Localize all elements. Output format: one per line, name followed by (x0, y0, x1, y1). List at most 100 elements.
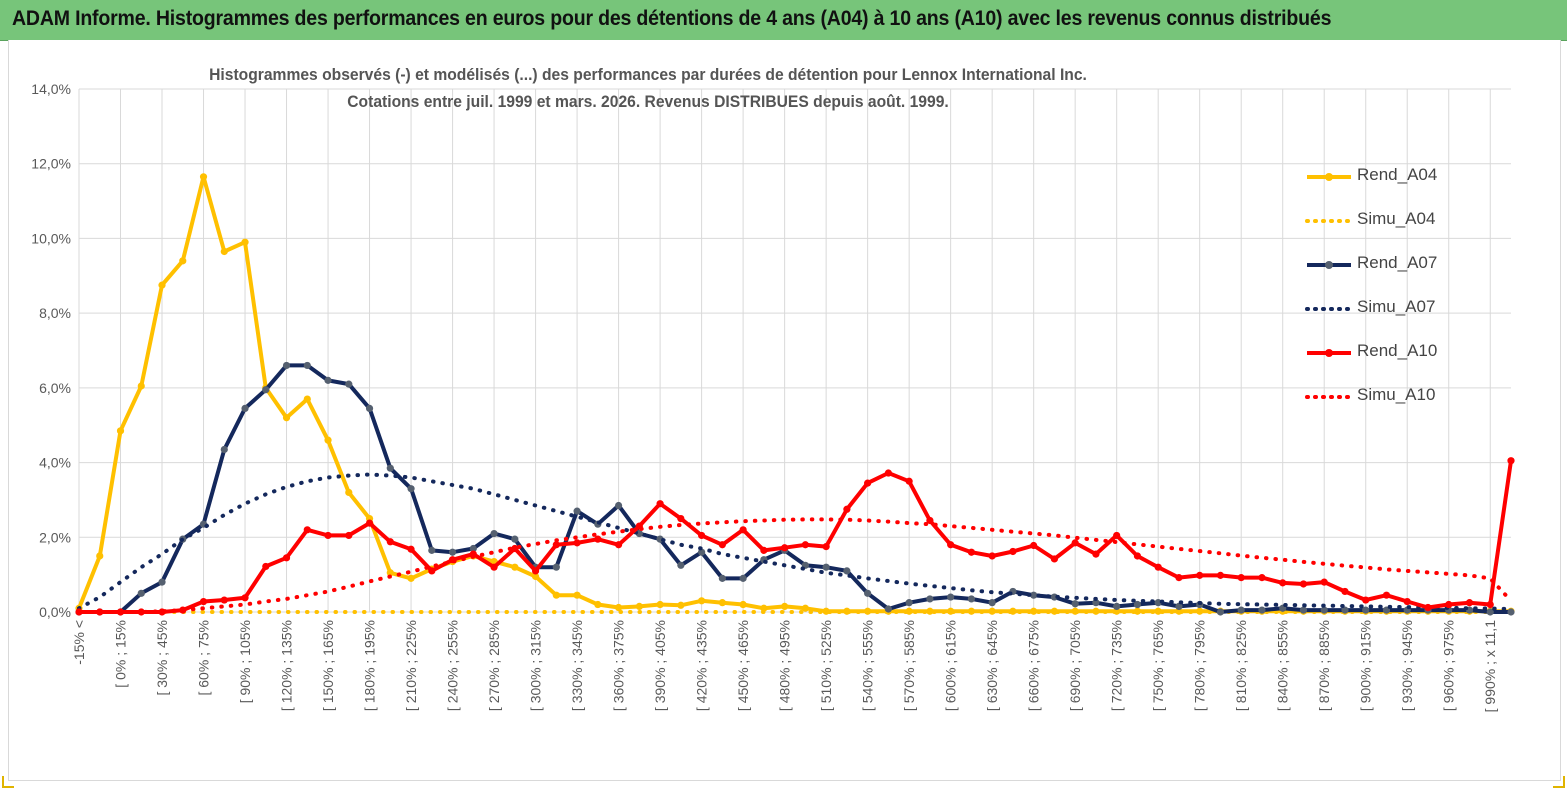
x-tick-label: [ 630% ; 645% (984, 620, 1000, 711)
x-tick-label: [ 390% ; 405% (652, 620, 668, 711)
data-point-rend-a07 (843, 567, 851, 575)
legend-item-simu-a10: Simu_A10 (1305, 380, 1535, 424)
data-point-rend-a04 (96, 552, 104, 560)
data-point-rend-a07 (386, 464, 394, 472)
data-point-rend-a10 (552, 541, 560, 549)
y-tick-label: 6,0% (39, 380, 71, 396)
data-point-rend-a10 (760, 546, 768, 554)
data-point-rend-a04 (282, 414, 291, 422)
y-tick-label: 2,0% (39, 529, 71, 545)
data-point-rend-a10 (1486, 600, 1494, 609)
data-point-rend-a07 (822, 563, 830, 571)
x-tick-label: [ 210% ; 225% (403, 620, 419, 711)
x-tick-label: [ 540% ; 555% (860, 620, 876, 711)
x-tick-label: [ 900% ; 915% (1358, 620, 1374, 711)
legend-label-rend-a10: Rend_A10 (1357, 341, 1438, 360)
data-point-rend-a10 (988, 552, 996, 560)
data-point-rend-a04 (220, 247, 228, 256)
data-point-rend-a07 (1030, 591, 1038, 599)
data-point-rend-a04 (1154, 607, 1162, 615)
data-point-rend-a04 (573, 591, 581, 599)
chart-title: Histogrammes observés (-) et modélisés (… (209, 65, 1087, 84)
data-point-rend-a10 (1237, 574, 1245, 582)
y-tick-label: 12,0% (31, 156, 71, 172)
data-point-rend-a10 (677, 515, 685, 523)
data-point-rend-a04 (781, 602, 789, 610)
data-point-rend-a07 (905, 599, 913, 607)
legend-swatch-simu-a04 (1305, 219, 1353, 223)
data-point-rend-a10 (365, 519, 374, 527)
data-point-rend-a04 (677, 601, 685, 609)
data-point-rend-a10 (1009, 547, 1017, 556)
data-point-rend-a10 (1279, 579, 1287, 587)
x-tick-label: [ 810% ; 825% (1233, 620, 1249, 711)
data-point-rend-a10 (1133, 552, 1142, 560)
x-tick-label: [ 840% ; 855% (1275, 620, 1291, 711)
series-line-rend-a10 (77, 458, 1513, 614)
x-tick-label: [ 180% ; 195% (362, 620, 378, 711)
data-point-rend-a07 (864, 589, 872, 597)
x-tick-label: [ 480% ; 495% (777, 620, 793, 711)
data-point-rend-a10 (1382, 591, 1391, 599)
legend-item-rend-a07: Rend_A07 (1305, 248, 1535, 292)
legend-label-rend-a07: Rend_A07 (1357, 253, 1438, 272)
y-tick-label: 4,0% (39, 455, 71, 471)
data-point-rend-a10 (324, 531, 332, 540)
x-tick-label: [ 120% ; 135% (279, 620, 295, 711)
data-point-rend-a04 (199, 173, 208, 181)
data-point-rend-a04 (614, 603, 623, 612)
data-point-rend-a10 (718, 541, 726, 549)
data-point-rend-a07 (1258, 606, 1266, 614)
data-point-rend-a07 (1507, 608, 1515, 616)
x-tick-label: [ 240% ; 255% (445, 620, 461, 711)
data-point-rend-a10 (1216, 571, 1225, 579)
data-point-rend-a07 (1175, 602, 1183, 610)
data-point-rend-a04 (179, 257, 187, 265)
data-point-rend-a10 (1258, 574, 1266, 582)
data-point-rend-a07 (947, 593, 955, 601)
data-point-rend-a10 (781, 544, 789, 552)
data-point-rend-a04 (241, 238, 249, 246)
data-point-rend-a07 (1071, 600, 1079, 608)
report-banner: ADAM Informe. Histogrammes des performan… (0, 0, 1567, 41)
data-point-rend-a07 (241, 404, 249, 413)
data-point-rend-a10 (282, 554, 291, 562)
data-point-rend-a07 (926, 595, 934, 603)
y-tick-label: 10,0% (31, 230, 71, 246)
data-point-rend-a10 (614, 541, 623, 549)
data-point-rend-a10 (1507, 457, 1515, 465)
x-tick-label: [ 150% ; 165% (320, 620, 336, 711)
x-tick-label: [ 570% ; 585% (901, 620, 917, 711)
data-point-rend-a07 (1362, 606, 1370, 614)
data-point-rend-a10 (1465, 599, 1474, 607)
legend-swatch-simu-a10 (1305, 395, 1353, 399)
y-tick-label: 8,0% (39, 305, 71, 321)
data-point-rend-a07 (614, 501, 623, 510)
chart-subtitle: Cotations entre juil. 1999 et mars. 2026… (347, 92, 949, 111)
data-point-rend-a07 (428, 546, 436, 554)
data-point-rend-a07 (469, 544, 477, 553)
data-point-rend-a10 (531, 567, 540, 575)
data-point-rend-a04 (158, 281, 166, 289)
data-point-rend-a07 (1382, 606, 1391, 614)
x-tick-label: -15% < (71, 620, 87, 665)
report-title: ADAM Informe. Histogrammes des performan… (12, 7, 1332, 30)
data-point-rend-a10 (1320, 578, 1328, 586)
data-point-rend-a10 (220, 596, 228, 604)
data-point-rend-a10 (801, 541, 809, 549)
y-tick-label: 14,0% (31, 81, 71, 97)
data-point-rend-a07 (1341, 606, 1349, 614)
data-point-rend-a10 (490, 563, 498, 571)
data-point-rend-a07 (511, 535, 519, 543)
legend-swatch-rend-a04 (1307, 173, 1351, 181)
data-point-rend-a10 (1445, 600, 1453, 609)
data-point-rend-a04 (407, 574, 415, 582)
data-point-rend-a07 (739, 574, 747, 582)
data-point-rend-a10 (241, 594, 249, 602)
x-tick-label: [ 0% ; 15% (113, 620, 129, 688)
data-point-rend-a10 (345, 531, 353, 540)
x-tick-label: [ 960% ; 975% (1441, 620, 1457, 711)
legend-item-simu-a07: Simu_A07 (1305, 292, 1535, 336)
data-point-rend-a10 (656, 500, 664, 508)
